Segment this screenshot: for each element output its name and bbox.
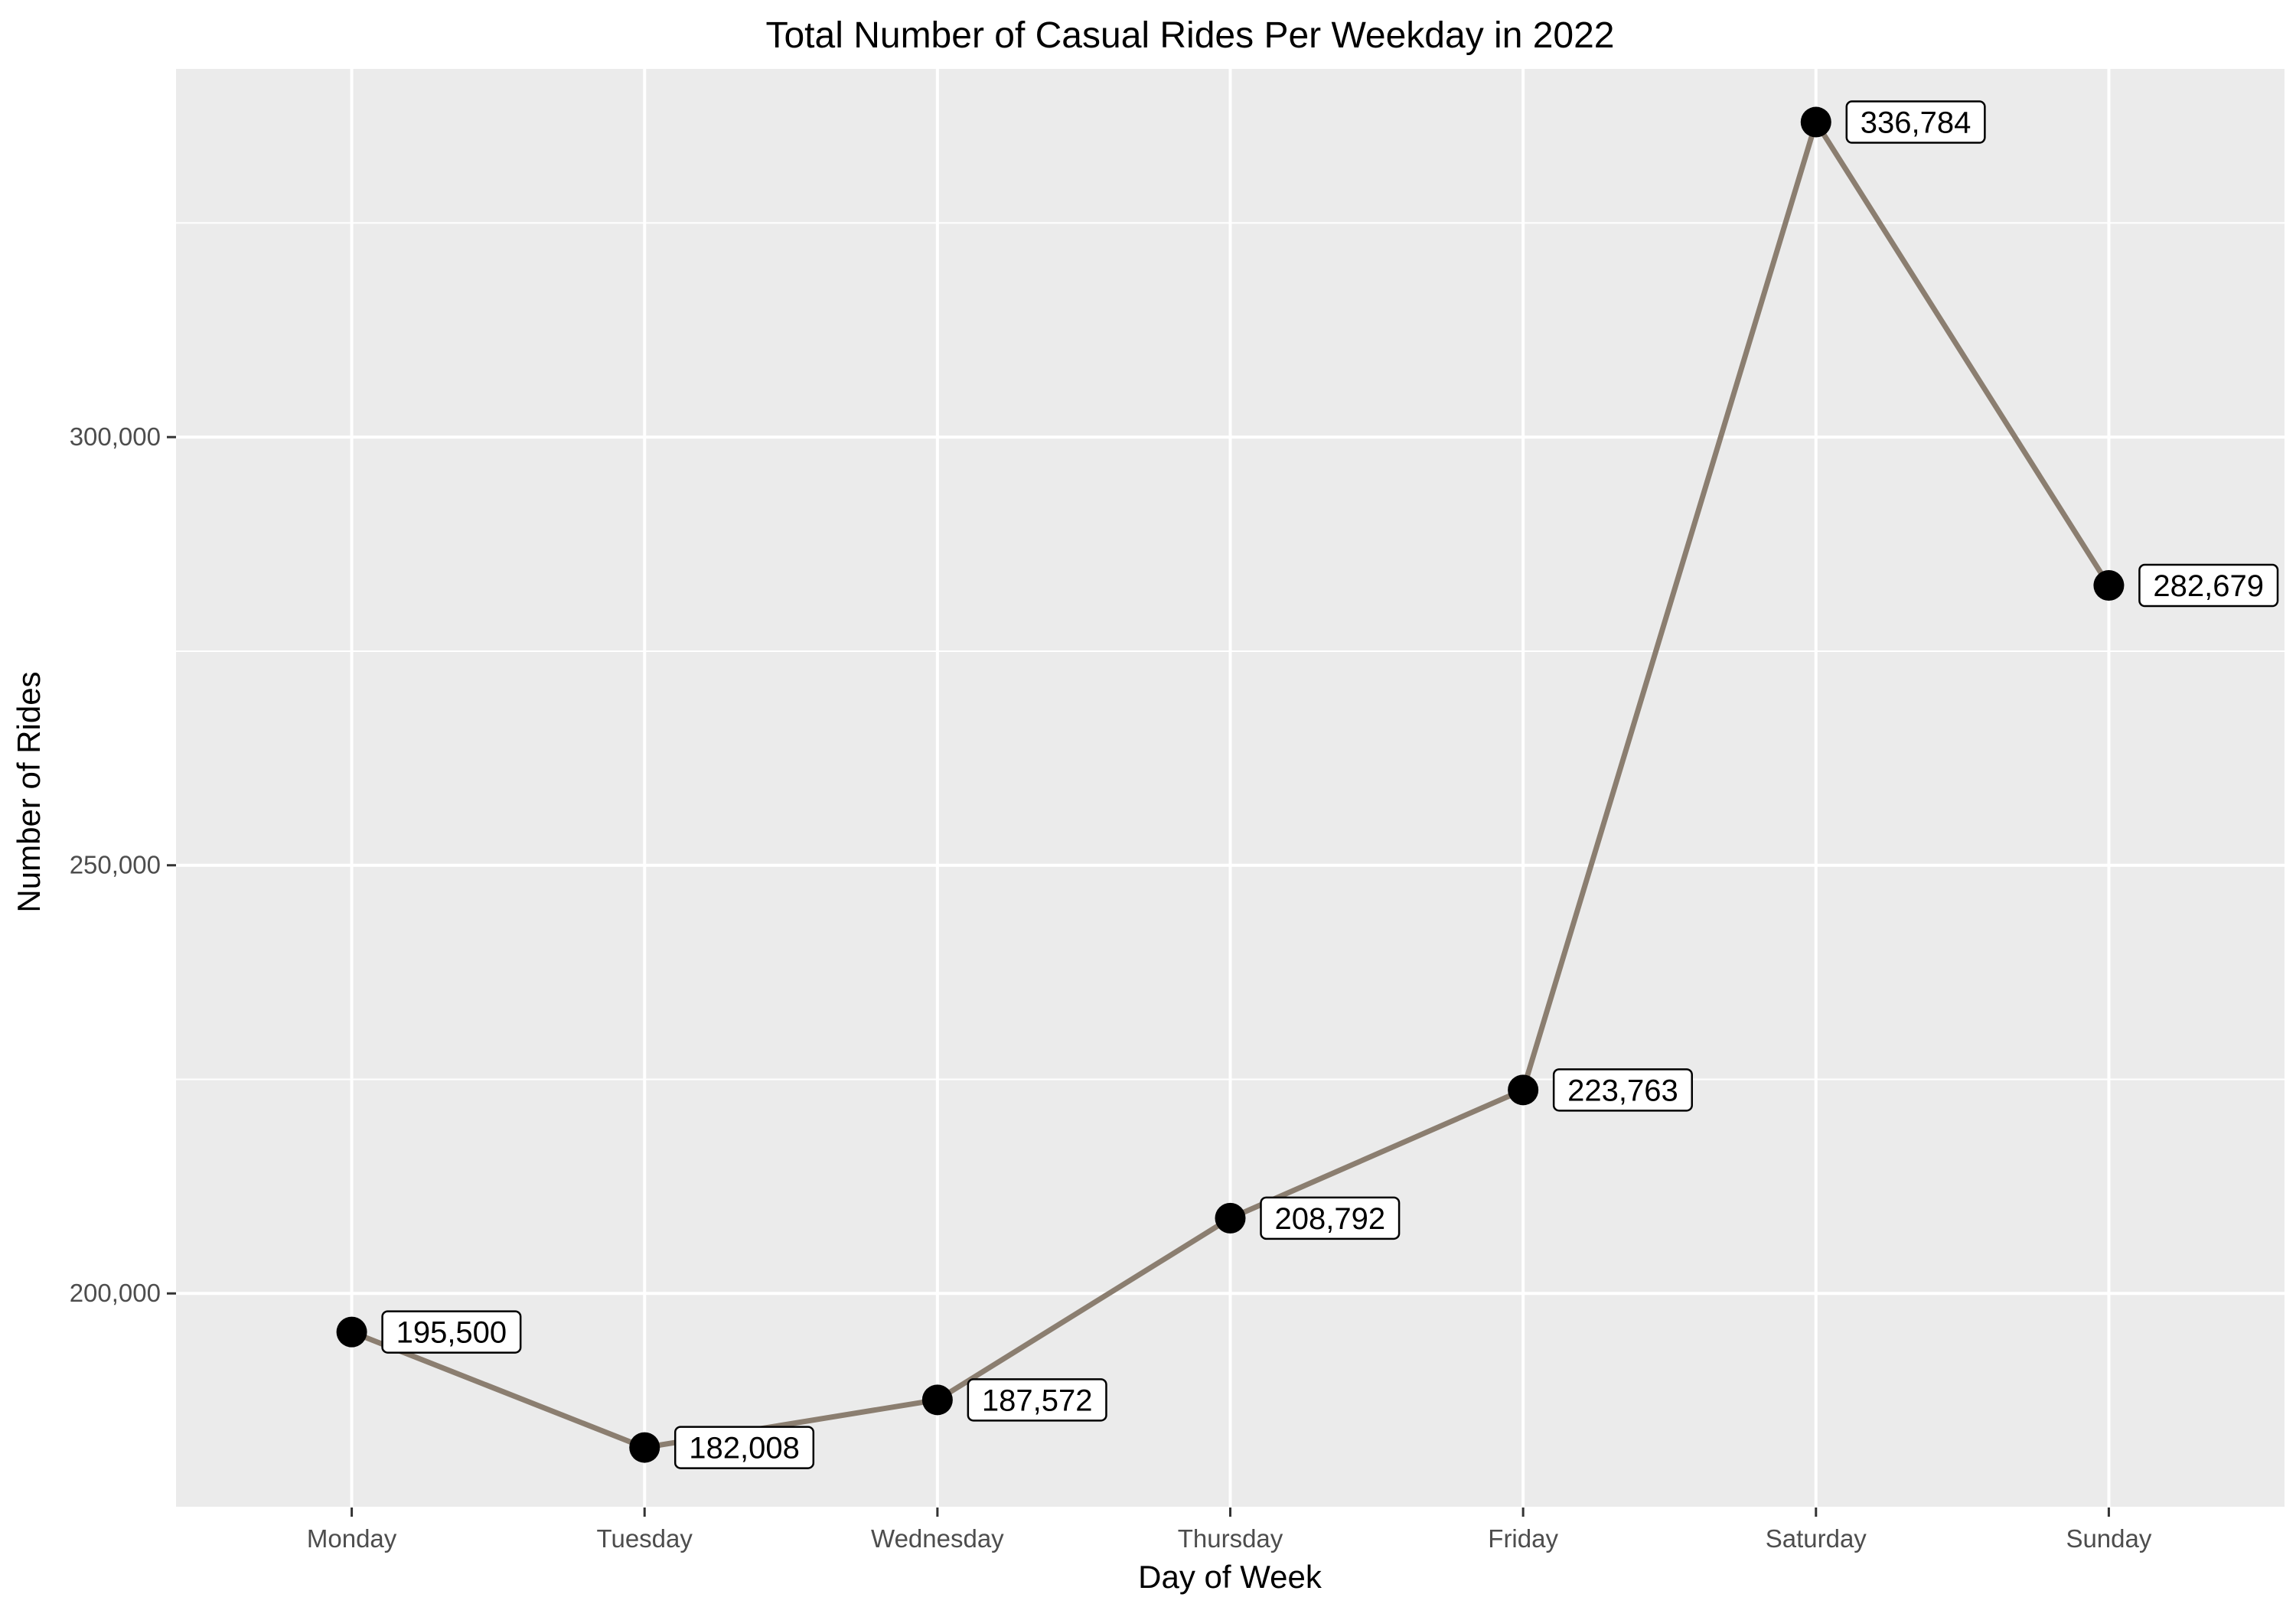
chart-title: Total Number of Casual Rides Per Weekday… [765,15,1614,56]
data-point-thursday [1215,1202,1246,1234]
data-label-thursday: 208,792 [1260,1196,1401,1240]
data-label-friday: 223,763 [1552,1068,1693,1112]
data-point-friday [1508,1074,1539,1106]
data-point-sunday [2093,570,2125,601]
data-label-text: 182,008 [689,1432,800,1465]
data-label-box [1260,1196,1401,1240]
data-label-box [1845,100,1986,144]
data-label-tuesday: 182,008 [673,1426,815,1469]
data-label-text: 195,500 [396,1316,507,1350]
x-tick-label-wednesday: Wednesday [871,1524,1004,1553]
data-label-box [967,1378,1107,1422]
data-label-box [673,1426,815,1469]
axis-layer: 200,000 250,000 300,000 Monday Tuesday Wednes… [70,422,2152,1553]
x-tick-label-thursday: Thursday [1178,1524,1283,1553]
data-label-text: 336,784 [1861,106,1971,140]
data-label-text: 208,792 [1275,1202,1386,1236]
y-tick-label: 250,000 [70,851,161,879]
data-label-wednesday: 187,572 [967,1378,1107,1422]
data-label-box [2138,563,2279,608]
data-point-monday [336,1316,367,1348]
data-point-saturday [1800,106,1831,138]
data-label-sunday: 282,679 [2138,563,2279,608]
y-tick-label: 200,000 [70,1279,161,1307]
x-tick-label-saturday: Saturday [1766,1524,1867,1553]
data-point-wednesday [921,1384,953,1416]
x-tick-label-sunday: Sunday [2066,1524,2151,1553]
data-label-text: 282,679 [2153,569,2264,603]
x-tick-label-friday: Friday [1488,1524,1558,1553]
y-axis-title: Number of Rides [11,671,47,912]
data-label-box [381,1310,522,1354]
y-tick-label: 300,000 [70,422,161,451]
grid-layer [176,69,2285,1508]
data-point-tuesday [629,1432,660,1463]
x-axis-title: Day of Week [1138,1559,1322,1595]
points-layer [336,106,2125,1463]
data-labels-layer: 195,500 182,008 187,572 208,792 223,763 336,7… [381,100,2279,1469]
data-label-text: 187,572 [982,1384,1093,1417]
data-label-saturday: 336,784 [1845,100,1986,144]
data-label-text: 223,763 [1567,1074,1678,1107]
data-label-monday: 195,500 [381,1310,522,1354]
x-tick-label-monday: Monday [307,1524,397,1553]
data-label-box [1552,1068,1693,1112]
x-tick-label-tuesday: Tuesday [597,1524,693,1553]
